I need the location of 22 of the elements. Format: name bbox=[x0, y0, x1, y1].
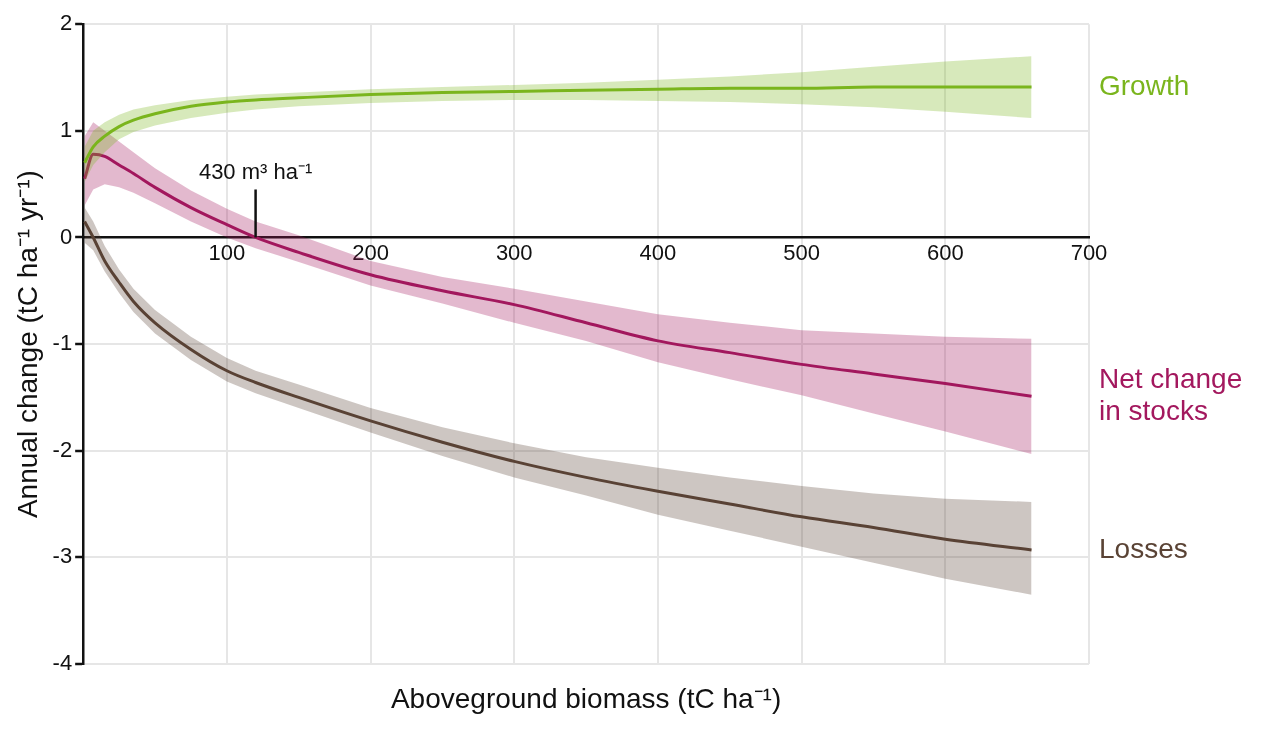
y-tick-label: 1 bbox=[59, 116, 73, 142]
text: Losses bbox=[1099, 532, 1188, 564]
x-tick-label: 100 bbox=[208, 239, 246, 265]
y-tick-label: 0 bbox=[59, 223, 73, 249]
annotation: 430 m³ ha⁻¹ bbox=[198, 158, 313, 184]
y-axis-title: Annual change (tC ha⁻¹ yr⁻¹) bbox=[11, 170, 43, 519]
text: Net change in stocks bbox=[1099, 363, 1243, 427]
y-tick-label: -2 bbox=[52, 436, 73, 462]
x-tick-label: 500 bbox=[783, 239, 820, 265]
x-tick-label: 200 bbox=[352, 239, 389, 265]
x-tick-label: 400 bbox=[639, 239, 677, 265]
line-series bbox=[83, 152, 1034, 398]
text: Growth bbox=[1099, 69, 1190, 101]
x-tick-label: 600 bbox=[926, 239, 964, 265]
x-axis-title: Aboveground biomass (tC ha⁻¹) bbox=[390, 682, 782, 714]
y-tick-label: -1 bbox=[52, 330, 73, 356]
y-tick-label: 2 bbox=[59, 10, 73, 36]
x-tick-label: 300 bbox=[495, 239, 533, 265]
y-tick-label: -3 bbox=[52, 543, 73, 569]
line-series bbox=[83, 85, 1034, 165]
x-tick-label: 700 bbox=[1070, 239, 1108, 265]
y-tick-label: -4 bbox=[52, 650, 73, 676]
